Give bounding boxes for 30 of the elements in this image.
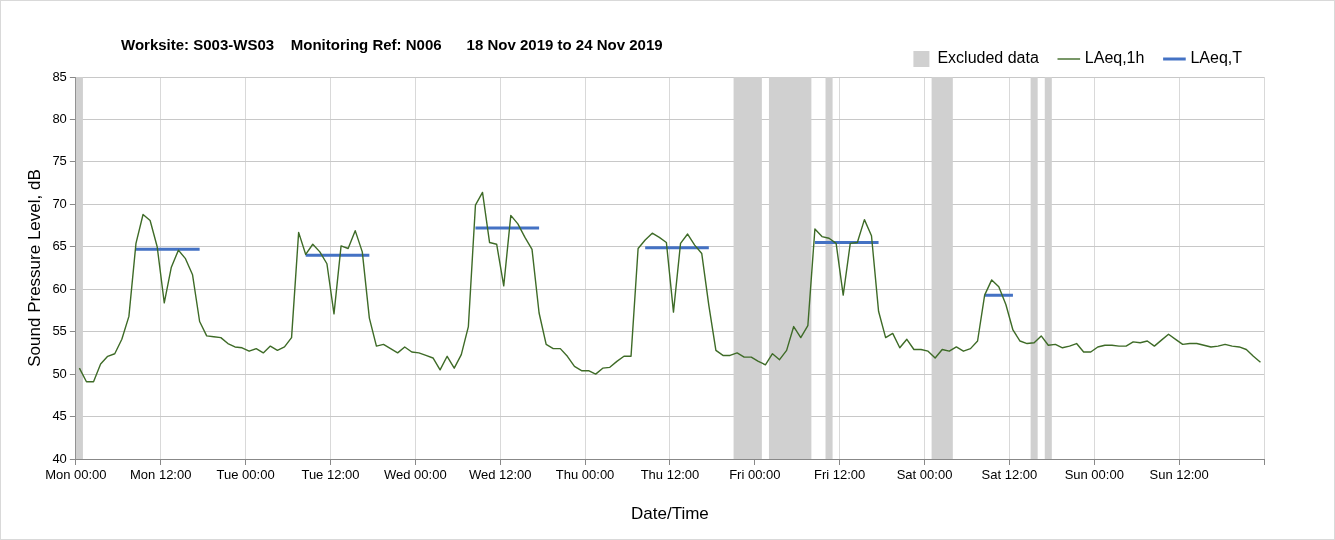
y-tick-label: 75 [52,153,67,169]
legend-label: LAeq,1h [1084,49,1145,67]
y-tick-label: 65 [52,238,67,254]
x-tick-label: Wed 12:00 [468,467,532,483]
x-tick-label: Tue 00:00 [216,467,275,483]
x-tick-label: Mon 12:00 [130,467,192,483]
x-tick-label: Sat 00:00 [896,467,953,483]
x-tick-label: Thu 00:00 [555,467,615,483]
y-tick-label: 85 [52,68,67,84]
x-tick-label: Fri 00:00 [729,467,781,483]
x-tick-label: Fri 12:00 [814,467,866,483]
x-tick-label: Mon 00:00 [45,467,107,483]
legend-label: LAeq,T [1190,49,1243,67]
x-tick-label: Sat 12:00 [981,467,1038,483]
y-tick-label: 50 [52,365,67,381]
x-tick-label: Sun 12:00 [1149,467,1209,483]
y-tick-label: 60 [52,280,67,296]
x-axis-title: Date/Time [631,504,709,524]
x-tick-label: Wed 00:00 [384,467,447,483]
legend-label: Excluded data [937,49,1039,67]
chart-title: Worksite: S003-WS03 Monitoring Ref: N006 18 Nov 2019 to 24 Nov 2019 [121,36,663,54]
y-tick-label: 55 [52,323,67,339]
y-tick-label: 70 [52,195,67,211]
y-tick-label: 80 [52,111,67,127]
y-axis-title: Sound Pressure Level, dB [24,169,44,367]
x-tick-label: Sun 00:00 [1064,467,1124,483]
x-tick-label: Tue 12:00 [301,467,360,483]
y-tick-label: 45 [52,408,67,424]
y-tick-label: 40 [52,450,67,466]
x-tick-label: Thu 12:00 [640,467,700,483]
